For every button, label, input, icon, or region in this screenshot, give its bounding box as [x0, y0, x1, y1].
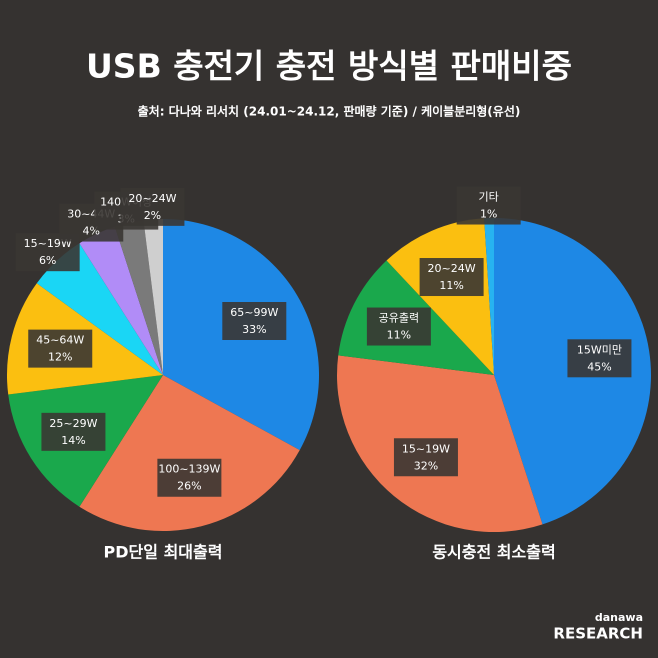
value-label: 12%	[48, 351, 72, 364]
value-label: 32%	[414, 459, 438, 472]
brand: danawa	[595, 611, 643, 624]
slice-label: 15W미만	[577, 343, 622, 356]
slice-label: 20~24W	[128, 192, 176, 205]
pie-slice	[143, 219, 163, 375]
label-box	[120, 187, 185, 226]
pie-slice	[79, 226, 163, 375]
label-box	[222, 302, 287, 341]
slice-label: 20~24W	[428, 262, 476, 275]
label-box	[366, 307, 431, 346]
slice-label: 공유출력	[379, 312, 419, 325]
subtitle: 출처: 다나와 리서치 (24.01~24.12, 판매량 기준) / 케이블분…	[138, 104, 521, 119]
brand: RESEARCH	[553, 625, 643, 643]
title: USB 충전기 충전 방식별 판매비중	[86, 47, 572, 86]
label-box	[419, 258, 484, 297]
slice-label: 25~29W	[49, 417, 97, 430]
value-label: 2%	[144, 209, 161, 222]
slice-label: 65~99W	[230, 306, 278, 319]
label-box	[41, 412, 106, 451]
pie-slice	[114, 220, 163, 375]
chart-title: 동시충전 최소출력	[432, 543, 555, 562]
pie-slice	[386, 218, 494, 375]
value-label: 14%	[61, 434, 85, 447]
pie-slice	[79, 375, 300, 531]
label-box	[393, 438, 458, 477]
value-label: 26%	[177, 480, 201, 493]
label-box	[157, 458, 222, 497]
value-label: 11%	[387, 329, 411, 342]
value-label: 33%	[242, 323, 266, 336]
slice-label: 기타	[479, 191, 499, 204]
value-label: 6%	[39, 254, 56, 267]
chart-title: PD단일 최대출력	[104, 543, 223, 562]
slice-label: 100~139W	[158, 463, 220, 476]
pie-slice	[36, 243, 163, 375]
slice-label: 45~64W	[36, 334, 84, 347]
pie-slice	[484, 218, 494, 375]
label-box	[456, 186, 521, 225]
value-label: 11%	[439, 279, 463, 292]
label-box	[567, 339, 632, 378]
value-label: 45%	[587, 360, 611, 373]
label-box	[28, 329, 93, 368]
slice-label: 15~19W	[402, 442, 450, 455]
value-label: 1%	[480, 208, 497, 221]
